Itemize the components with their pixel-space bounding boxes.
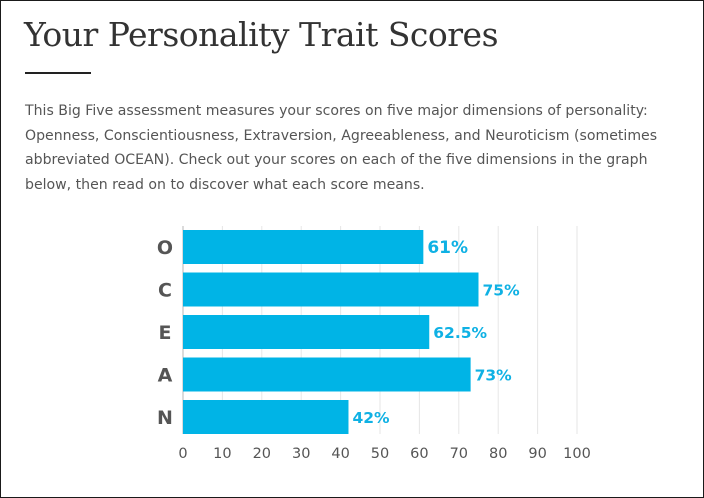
- x-tick-label: 90: [528, 446, 546, 462]
- page-title: Your Personality Trait Scores: [24, 15, 499, 54]
- intro-paragraph: This Big Five assessment measures your s…: [25, 103, 658, 193]
- title-underline: [25, 72, 91, 74]
- category-label: C: [158, 280, 172, 302]
- chart-x-axis: 0 10 20 30 40 50 60 70 80 90 100: [178, 446, 590, 462]
- category-label: A: [158, 365, 173, 387]
- category-label: E: [159, 322, 172, 344]
- x-tick-label: 20: [253, 446, 271, 462]
- bar-o: [183, 230, 424, 264]
- x-tick-label: 80: [489, 446, 507, 462]
- bar-n: [183, 400, 349, 434]
- x-tick-label: 100: [563, 446, 591, 462]
- x-tick-label: 40: [331, 446, 349, 462]
- category-label: N: [157, 407, 173, 429]
- x-tick-label: 30: [292, 446, 310, 462]
- chart-value-labels: 61% 75% 62.5% 73% 42%: [352, 238, 520, 427]
- chart-category-labels: OCEAN: [157, 237, 173, 429]
- bar-c: [183, 272, 479, 307]
- value-label: 62.5%: [433, 324, 487, 342]
- bar-e: [183, 315, 430, 349]
- x-tick-label: 60: [410, 446, 428, 462]
- x-tick-label: 70: [450, 446, 468, 462]
- value-label: 61%: [427, 238, 468, 258]
- category-label: O: [157, 237, 173, 259]
- value-label: 73%: [475, 367, 513, 385]
- value-label: 75%: [483, 282, 521, 300]
- bar-a: [183, 357, 471, 392]
- x-tick-label: 0: [178, 446, 187, 462]
- chart-bars: [183, 230, 479, 434]
- x-tick-label: 50: [371, 446, 389, 462]
- value-label: 42%: [352, 409, 390, 427]
- x-tick-label: 10: [213, 446, 231, 462]
